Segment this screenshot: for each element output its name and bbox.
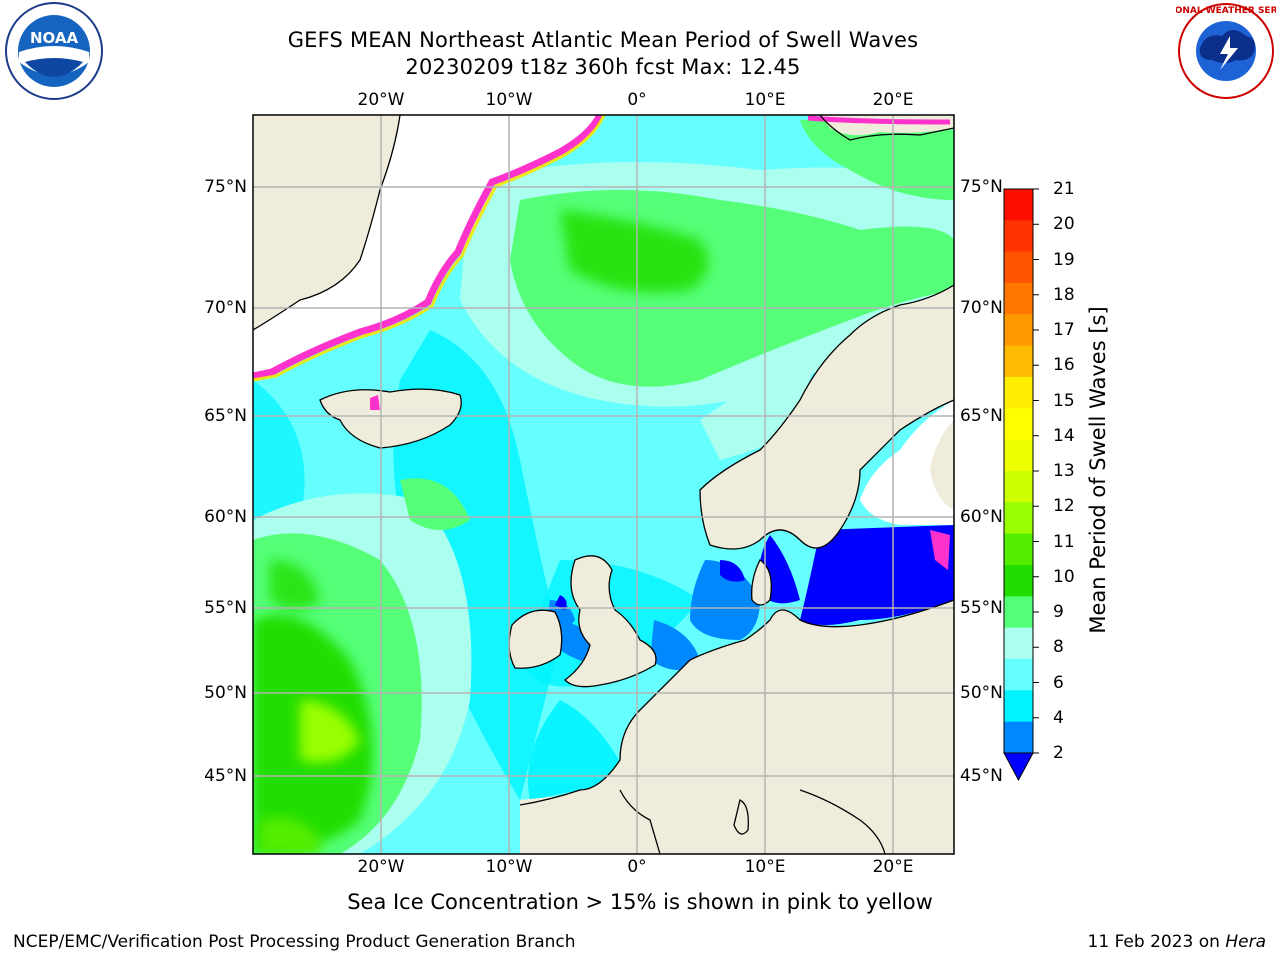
colorbar-bin xyxy=(1004,408,1033,441)
colorbar-tick-label: 12 xyxy=(1053,496,1075,517)
lat-label-right: 70°N xyxy=(960,298,1003,318)
colorbar-label: Mean Period of Swell Waves [s] xyxy=(1086,306,1110,634)
lon-label-bottom: 10°E xyxy=(744,857,786,877)
lat-label-left: 45°N xyxy=(204,766,247,786)
colorbar-tick-label: 14 xyxy=(1053,425,1075,446)
colorbar-tick-label: 13 xyxy=(1053,461,1075,481)
italy xyxy=(800,790,885,854)
map-panel xyxy=(253,115,954,854)
denmark xyxy=(751,560,772,605)
lat-label-right: 45°N xyxy=(960,766,1003,786)
colorbar-bin xyxy=(1004,439,1033,472)
colorbar-tick-label: 10 xyxy=(1053,566,1075,587)
colorbar-under-arrow xyxy=(1003,752,1034,782)
colorbar-tick-label: 19 xyxy=(1053,249,1075,270)
lat-label-left: 60°N xyxy=(204,507,247,527)
colorbar-tick-label: 21 xyxy=(1053,179,1075,199)
colorbar-bin xyxy=(1004,377,1033,409)
colorbar-bin xyxy=(1004,627,1033,660)
lon-label-bottom: 20°W xyxy=(357,857,405,877)
colorbar-bin xyxy=(1004,533,1033,566)
colorbar xyxy=(1003,188,1039,782)
lat-label-right: 75°N xyxy=(960,177,1003,197)
lat-label-left: 65°N xyxy=(204,406,247,426)
lon-label-top: 0° xyxy=(627,90,647,110)
colorbar-bin xyxy=(1004,471,1033,503)
lat-label-left: 70°N xyxy=(204,298,247,318)
iceland xyxy=(319,388,462,449)
colorbar-tick-label: 9 xyxy=(1053,602,1064,622)
chart-title: GEFS MEAN Northeast Atlantic Mean Period… xyxy=(287,28,919,52)
colorbar-tick-label: 20 xyxy=(1053,214,1075,235)
nws-logo: NATIONAL WEATHER SERVICE xyxy=(1176,3,1276,99)
colorbar-tick-label: 11 xyxy=(1053,531,1075,552)
lat-label-right: 55°N xyxy=(960,598,1003,618)
colorbar-bin xyxy=(1004,283,1033,315)
lon-label-top: 20°E xyxy=(872,90,914,110)
lat-label-left: 55°N xyxy=(204,598,247,618)
map-frame xyxy=(252,114,955,855)
noaa-logo: NOAA xyxy=(5,2,103,100)
colorbar-tick-label: 4 xyxy=(1053,707,1064,728)
iberia xyxy=(520,790,660,854)
colorbar-tick-label: 8 xyxy=(1053,637,1064,658)
colorbar-tick-label: 17 xyxy=(1053,320,1075,340)
great-britain xyxy=(564,555,657,688)
footer-credit: NCEP/EMC/Verification Post Processing Pr… xyxy=(13,932,576,952)
lat-label-right: 60°N xyxy=(960,507,1003,527)
colorbar-bin xyxy=(1004,502,1033,535)
chart-subtitle: 20230209 t18z 360h fcst Max: 12.45 xyxy=(405,55,801,79)
lon-label-top: 20°W xyxy=(357,90,405,110)
colorbar-bin xyxy=(1004,565,1033,597)
lon-label-top: 10°W xyxy=(485,90,533,110)
lon-label-bottom: 20°E xyxy=(872,857,914,877)
colorbar-bin xyxy=(1004,690,1033,723)
colorbar-tick-label: 15 xyxy=(1053,390,1075,411)
colorbar-tick-label: 6 xyxy=(1053,672,1064,693)
colorbar-bin xyxy=(1004,251,1033,284)
lon-label-bottom: 0° xyxy=(627,857,647,877)
colorbar-bin xyxy=(1004,220,1033,253)
sea-ice-note: Sea Ice Concentration > 15% is shown in … xyxy=(347,890,933,914)
lat-label-right: 65°N xyxy=(960,406,1003,426)
greenland-land xyxy=(253,115,400,330)
svg-text:NOAA: NOAA xyxy=(30,29,79,47)
footer-date-text: 11 Feb 2023 on xyxy=(1087,932,1226,952)
colorbar-tick-label: 2 xyxy=(1053,743,1064,763)
lat-label-right: 50°N xyxy=(960,683,1003,703)
lat-label-left: 75°N xyxy=(204,177,247,197)
colorbar-bin xyxy=(1004,189,1033,221)
svg-text:NATIONAL WEATHER SERVICE: NATIONAL WEATHER SERVICE xyxy=(1176,6,1276,16)
footer-date: 11 Feb 2023 on Hera xyxy=(1088,932,1266,952)
scandinavia xyxy=(700,285,954,549)
footer-host: Hera xyxy=(1225,932,1266,952)
colorbar-bin xyxy=(1004,345,1033,378)
lon-label-top: 10°E xyxy=(744,90,786,110)
colorbar-bin xyxy=(1004,314,1033,347)
continental-europe xyxy=(520,600,954,854)
colorbar-bin xyxy=(1004,596,1033,629)
lat-label-left: 50°N xyxy=(204,683,247,703)
colorbar-tick-label: 16 xyxy=(1053,355,1075,376)
colorbar-tick-label: 18 xyxy=(1053,284,1075,305)
sea-ice-edge xyxy=(253,115,604,380)
colorbar-bin xyxy=(1004,659,1033,691)
lon-label-bottom: 10°W xyxy=(485,857,533,877)
graticule xyxy=(253,115,954,854)
colorbar-bin xyxy=(1004,721,1033,754)
ireland xyxy=(508,609,563,669)
